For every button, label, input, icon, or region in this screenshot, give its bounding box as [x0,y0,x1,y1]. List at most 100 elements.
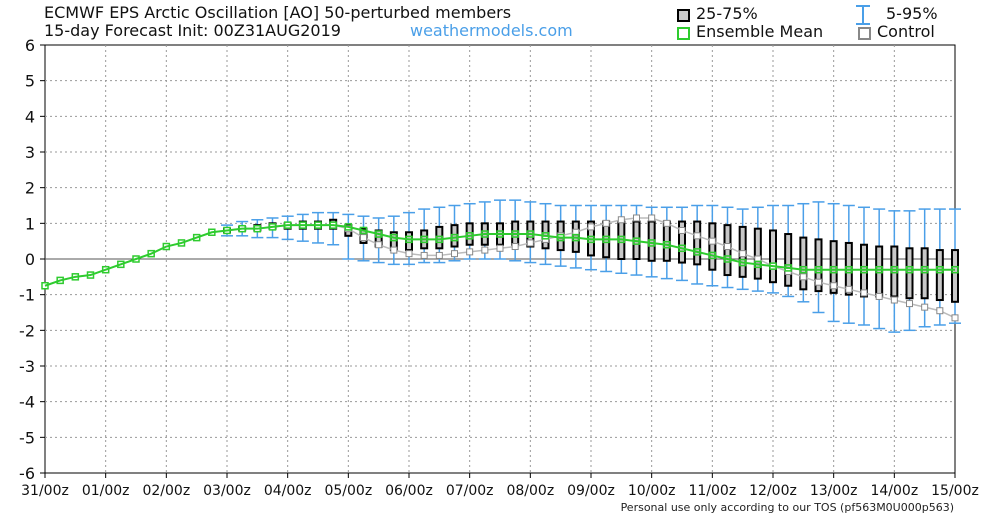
mean-point [632,237,641,245]
mean-point [465,232,474,240]
mean-line [44,224,955,287]
control-point [420,251,428,259]
mean-point [435,235,444,244]
mean-point [647,239,656,247]
x-tick-label: 31/00z [21,483,69,499]
iqr-box [814,238,823,293]
control-point [678,226,686,234]
mean-point [177,239,186,247]
iqr-box [435,225,444,250]
control-point [875,292,883,300]
mean-point [223,226,231,235]
x-tick-label: 11/00z [688,483,736,499]
control-point [405,250,413,258]
x-tick-label: 06/00z [385,483,433,499]
control-point [739,250,747,258]
y-tick-label: -4 [19,393,35,412]
iqr-box [693,220,702,266]
mean-point [147,249,155,258]
iqr-box [753,227,762,280]
mean-point [754,260,762,269]
mean-point [481,230,489,238]
mean-point [268,223,277,231]
mean-point [390,233,398,242]
y-tick-label: 2 [25,179,35,198]
mean-point [117,260,125,269]
mean-point [784,264,792,272]
iqr-box [890,245,899,298]
control-point [724,243,731,251]
control-point [693,232,701,240]
mean-point [329,221,337,229]
control-point [936,307,944,315]
mean-point [405,235,413,244]
x-tick-label: 12/00z [749,483,797,499]
control-point [708,237,716,245]
mean-point [359,226,368,235]
mean-point [951,265,959,274]
mean-swatch [677,27,690,40]
x-tick-label: 02/00z [142,483,190,499]
y-tick-label: -6 [19,464,35,483]
mean-point [723,255,732,263]
mean-point [511,230,519,238]
mean-point [496,230,504,238]
mean-point [556,233,565,242]
mean-point [845,265,853,274]
y-tick-label: -5 [19,428,35,447]
control-point [951,314,959,322]
iqr-box-swatch [677,9,690,22]
mean-point [192,233,201,242]
mean-point [238,224,246,233]
y-tick-label: 1 [25,214,35,233]
y-tick-label: -3 [19,357,35,376]
control-point [360,234,367,242]
mean-point [450,233,459,242]
x-tick-label: 10/00z [628,483,676,499]
brand-watermark: weathermodels.com [410,21,573,40]
y-tick-label: 3 [25,143,35,162]
y-tick-label: 4 [25,107,35,126]
mean-point [890,265,899,274]
mean-point [799,265,808,274]
legend-iqr-label: 25-75% [696,4,758,23]
control-point [435,251,443,259]
mean-point [132,255,140,263]
x-tick-label: 13/00z [810,483,858,499]
mean-point [936,265,944,274]
mean-point [526,230,535,238]
control-point [845,285,853,293]
mean-point [587,235,595,244]
mean-point [769,262,777,270]
x-tick-label: 09/00z [567,483,615,499]
control-point [830,282,838,290]
mean-point [86,271,95,279]
control-point [648,214,656,222]
mean-point [920,265,929,274]
iqr-box [875,245,884,298]
y-tick-label: 5 [25,72,35,91]
control-point [815,278,822,286]
legend-whisker-label: 5-95% [886,4,938,23]
x-tick-label: 03/00z [203,483,251,499]
control-point [375,241,383,249]
control-point [663,219,671,227]
mean-point [314,221,322,229]
control-point [633,214,640,222]
iqr-box [951,249,959,303]
mean-point [162,242,171,251]
iqr-box [678,220,686,264]
mean-point [101,265,110,274]
mean-point [829,265,838,274]
control-point [451,250,458,258]
control-point [481,246,489,254]
control-point [511,243,519,251]
mean-point [299,221,307,229]
iqr-box [450,224,459,248]
mean-point [374,230,383,238]
y-tick-label: 6 [25,36,35,55]
iqr-box [935,249,944,302]
mean-point [344,223,353,231]
control-point [860,289,868,297]
